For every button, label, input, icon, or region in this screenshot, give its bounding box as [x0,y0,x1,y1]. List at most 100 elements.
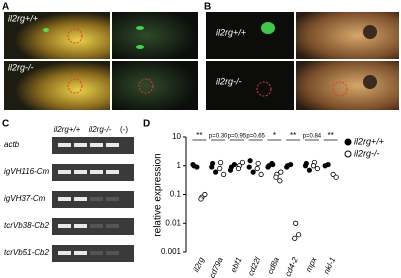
data-point [221,171,227,178]
gel-band [58,170,71,174]
significance: p=0.65 [246,134,265,140]
x-tick-label: il2rg [192,255,207,273]
x-tick-label: mpx [304,255,319,273]
y-tick-label: 1 [177,161,182,170]
data-point [250,169,256,175]
legend-marker [344,138,352,146]
chart: 0.001 0.01 0.1 1 10 il2rg ** cd79a p=0.30 ebf1 p=0… [161,131,384,278]
data-point [284,164,290,170]
gel-band [74,224,87,228]
data-point [270,161,276,168]
data-point [190,161,196,168]
gel-band [58,197,71,201]
data-point [227,167,234,173]
data-point [218,159,224,166]
data-point [202,191,208,198]
gel-band [90,251,103,255]
data-point [288,161,294,168]
gel-band [106,170,119,174]
y-tick-label: 0.1 [170,190,182,199]
data-point [239,159,245,166]
data-point [255,160,261,167]
gel-band [106,251,119,255]
gel: actb igVH116-Cm igVH37-Cm tcrVb38-Cb2 tcrVb5… [4,137,134,262]
data-point [231,161,237,168]
gel-band [90,224,103,228]
gel-band [90,197,103,201]
panel-label: A [2,2,9,13]
data-point [325,161,331,168]
data-point [277,178,283,184]
gel-band [58,143,71,147]
x-tick-label: cd4-2 [283,255,300,277]
data-point [302,163,309,169]
x-tick-label: cd22l [246,256,262,277]
genotype-label: il2rg+/+ [216,27,246,37]
panel-label: B [204,2,211,13]
gel-band [74,143,87,147]
data-point [273,174,279,180]
data-point [278,169,284,175]
data-point [194,164,200,170]
significance: ** [328,131,334,140]
significance: p=0.30 [209,134,228,140]
genotype-label: il2rg+/+ [8,13,38,23]
data-point [258,171,264,178]
y-tick-label: 0.01 [165,218,181,227]
data-point [246,164,252,170]
x-tick-label: cd8a [266,255,282,275]
data-point [254,165,260,172]
gel-band [74,251,87,255]
panel-label: C [2,119,9,130]
data-point [217,165,223,172]
gel-band [58,224,71,228]
photos-a [4,12,198,110]
gel-row-label: igVH116-Cm [4,167,50,176]
significance: * [273,131,276,140]
data-point [247,158,253,164]
data-point [235,165,242,172]
gel-band [106,197,119,201]
data-point [306,167,312,173]
data-point [314,165,320,172]
gel-row-label: tcrVb51-Cb2 [4,248,49,257]
gel-band [90,143,103,147]
data-point [293,220,299,226]
gel-row-label: actb [4,140,20,149]
x-tick-label: cd79a [207,255,225,278]
gel-band [58,251,71,255]
gel-band [74,170,87,174]
x-tick-label: ebf1 [229,256,244,274]
data-point [198,196,204,202]
gel-band [106,143,119,147]
y-tick-label: 0.001 [161,247,182,256]
legend-marker [344,150,352,158]
significance: p=0.95 [228,134,247,140]
panel-label: D [143,119,150,130]
data-point [213,169,219,175]
significance: ** [196,131,202,140]
y-tick-label: 10 [172,132,181,141]
photos-b [206,12,399,110]
y-axis-label: relative expression [153,153,164,236]
gel-row-label: tcrVb38-Cb2 [4,221,49,230]
data-point [292,235,298,241]
legend-label: il2rg-/- [354,148,380,158]
gel-band [90,170,103,174]
gel-row-label: igVH37-Cm [4,194,46,203]
genotype-label: il2rg-/- [216,76,242,86]
data-point [296,232,302,238]
legend-label: il2rg+/+ [354,136,384,146]
lane-label: il2rg-/- [89,125,112,134]
data-point [310,163,317,169]
lane-label: (-) [120,125,128,134]
data-point [265,164,271,170]
significance: p=0.84 [303,134,322,140]
gel-band [74,197,87,201]
x-tick-label: nkl-1 [322,256,337,276]
genotype-label: il2rg-/- [8,62,34,72]
gel-band [106,224,119,228]
lane-label: il2rg+/+ [54,125,81,134]
data-point [209,164,215,170]
